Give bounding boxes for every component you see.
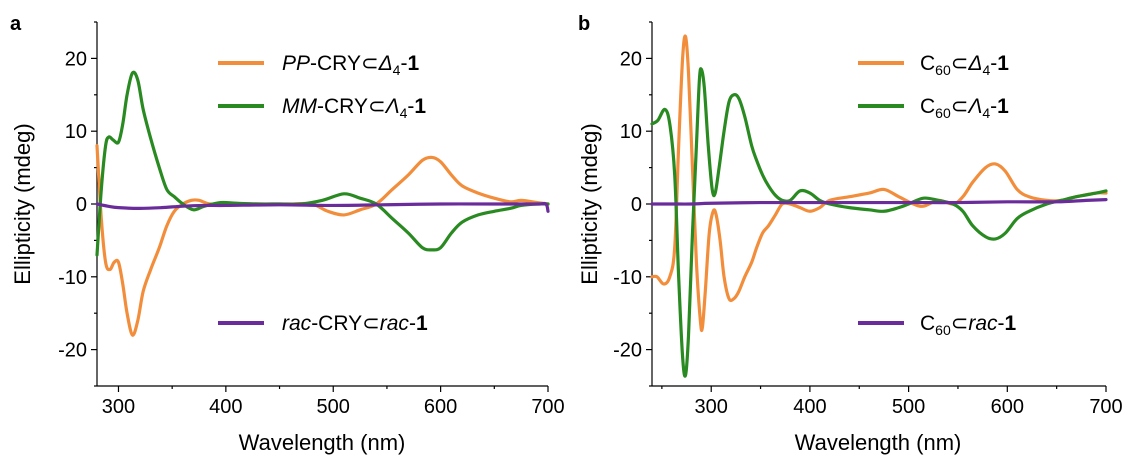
panel-b-y-axis-title: Ellipticity (mdeg): [577, 123, 602, 284]
legend-item-rac-cry: rac-CRY⊂rac-1: [218, 312, 428, 335]
panel-a-y-axis-title: Ellipticity (mdeg): [10, 123, 35, 284]
panel-a: a 300 400 500 600 700 -20 -10 0 10 20 Ellipticity…: [10, 13, 565, 455]
y-tick-label: 20: [620, 48, 642, 70]
x-tick-label: 600: [991, 396, 1024, 418]
panel-b-x-axis-title: Wavelength (nm): [795, 430, 962, 455]
panel-a-series: [95, 70, 550, 337]
panel-a-plot: 300 400 500 600 700 -20 -10 0 10 20: [58, 21, 565, 418]
panel-b-plot: 300 400 500 600 700 -20 -10 0 10 20: [613, 21, 1123, 418]
y-tick-label: -10: [58, 267, 87, 289]
x-tick-label: 700: [1089, 396, 1122, 418]
y-tick-label: 10: [65, 121, 87, 143]
panel-b: b 300 400 500 600 700 -20 -10 0 10 20 Ellipticity…: [577, 13, 1123, 455]
panel-a-series-line-2: [95, 201, 550, 213]
panel-b-legend: C60⊂Δ4-1 C60⊂Λ4-1 C60⊂rac-1: [858, 52, 1017, 338]
panel-a-ticks: 300 400 500 600 700 -20 -10 0 10 20: [58, 21, 565, 418]
legend-label-c60-rac: C60⊂rac-1: [920, 312, 1017, 338]
legend-item-c60-delta: C60⊂Δ4-1: [858, 52, 1009, 78]
x-tick-label: 300: [102, 396, 135, 418]
x-tick-label: 600: [424, 396, 457, 418]
y-tick-label: -20: [613, 340, 642, 362]
panel-b-ticks: 300 400 500 600 700 -20 -10 0 10 20: [613, 21, 1123, 418]
y-tick-label: 20: [65, 48, 87, 70]
panel-a-legend: PP-CRY⊂Δ4-1 MM-CRY⊂Λ4-1 rac-CRY⊂rac-1: [218, 52, 428, 335]
x-tick-label: 500: [317, 396, 350, 418]
panel-a-label: a: [10, 13, 22, 35]
y-tick-label: 10: [620, 121, 642, 143]
y-tick-label: 0: [631, 194, 642, 216]
panel-a-x-axis-title: Wavelength (nm): [239, 430, 406, 455]
legend-item-mm-cry: MM-CRY⊂Λ4-1: [218, 95, 426, 121]
legend-item-pp-cry: PP-CRY⊂Δ4-1: [218, 52, 419, 78]
x-tick-label: 300: [695, 396, 728, 418]
y-tick-label: 0: [76, 194, 87, 216]
panel-b-series-line-0: [650, 34, 1108, 333]
x-tick-label: 700: [531, 396, 564, 418]
panel-b-series: [650, 34, 1108, 378]
y-tick-label: -10: [613, 267, 642, 289]
legend-item-c60-rac: C60⊂rac-1: [858, 312, 1017, 338]
panel-b-series-line-2: [650, 198, 1108, 206]
panel-b-series-line-1: [650, 67, 1108, 378]
legend-label-c60-lambda: C60⊂Λ4-1: [920, 95, 1009, 121]
panel-b-label: b: [578, 13, 590, 35]
legend-label-mm-cry: MM-CRY⊂Λ4-1: [282, 95, 426, 121]
legend-label-c60-delta: C60⊂Δ4-1: [920, 52, 1009, 78]
legend-item-c60-lambda: C60⊂Λ4-1: [858, 95, 1009, 121]
x-tick-label: 400: [209, 396, 242, 418]
y-tick-label: -20: [58, 340, 87, 362]
legend-label-pp-cry: PP-CRY⊂Δ4-1: [282, 52, 419, 78]
x-tick-label: 400: [793, 396, 826, 418]
x-tick-label: 500: [892, 396, 925, 418]
panel-a-series-line-0: [95, 144, 550, 337]
legend-label-rac-cry: rac-CRY⊂rac-1: [282, 312, 428, 335]
